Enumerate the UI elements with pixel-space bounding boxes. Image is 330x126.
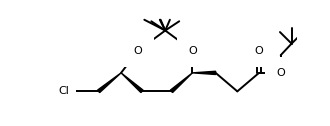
Text: O: O [276, 68, 285, 78]
Polygon shape [98, 73, 121, 93]
Text: Cl: Cl [58, 86, 69, 96]
Text: O: O [255, 45, 263, 56]
Polygon shape [170, 73, 192, 93]
Text: O: O [134, 45, 143, 56]
Polygon shape [121, 73, 143, 93]
Text: O: O [188, 45, 197, 56]
Polygon shape [192, 71, 215, 74]
